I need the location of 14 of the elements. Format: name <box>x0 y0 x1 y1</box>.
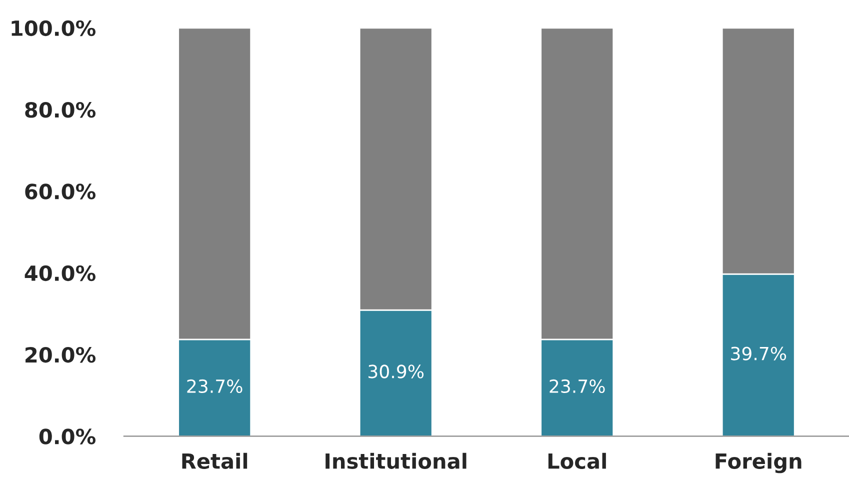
data-label: 39.7% <box>731 346 786 360</box>
data-label: 23.7% <box>550 379 605 394</box>
y-tick-label: 60.0% <box>25 184 96 200</box>
x-tick-label: Retail <box>182 452 248 469</box>
data-label: 23.7% <box>187 379 242 394</box>
data-label: 30.9% <box>368 364 424 378</box>
y-tick-label: 80.0% <box>25 102 96 118</box>
x-tick-label: Local <box>548 452 606 469</box>
y-tick-label: 40.0% <box>24 265 96 282</box>
y-tick-label: 100.0% <box>12 20 96 36</box>
y-tick-label: 20.0% <box>26 346 96 363</box>
x-tick-label: Institutional <box>326 452 466 469</box>
x-tick-label: Foreign <box>716 452 802 474</box>
y-tick-label: 0.0% <box>39 428 96 444</box>
